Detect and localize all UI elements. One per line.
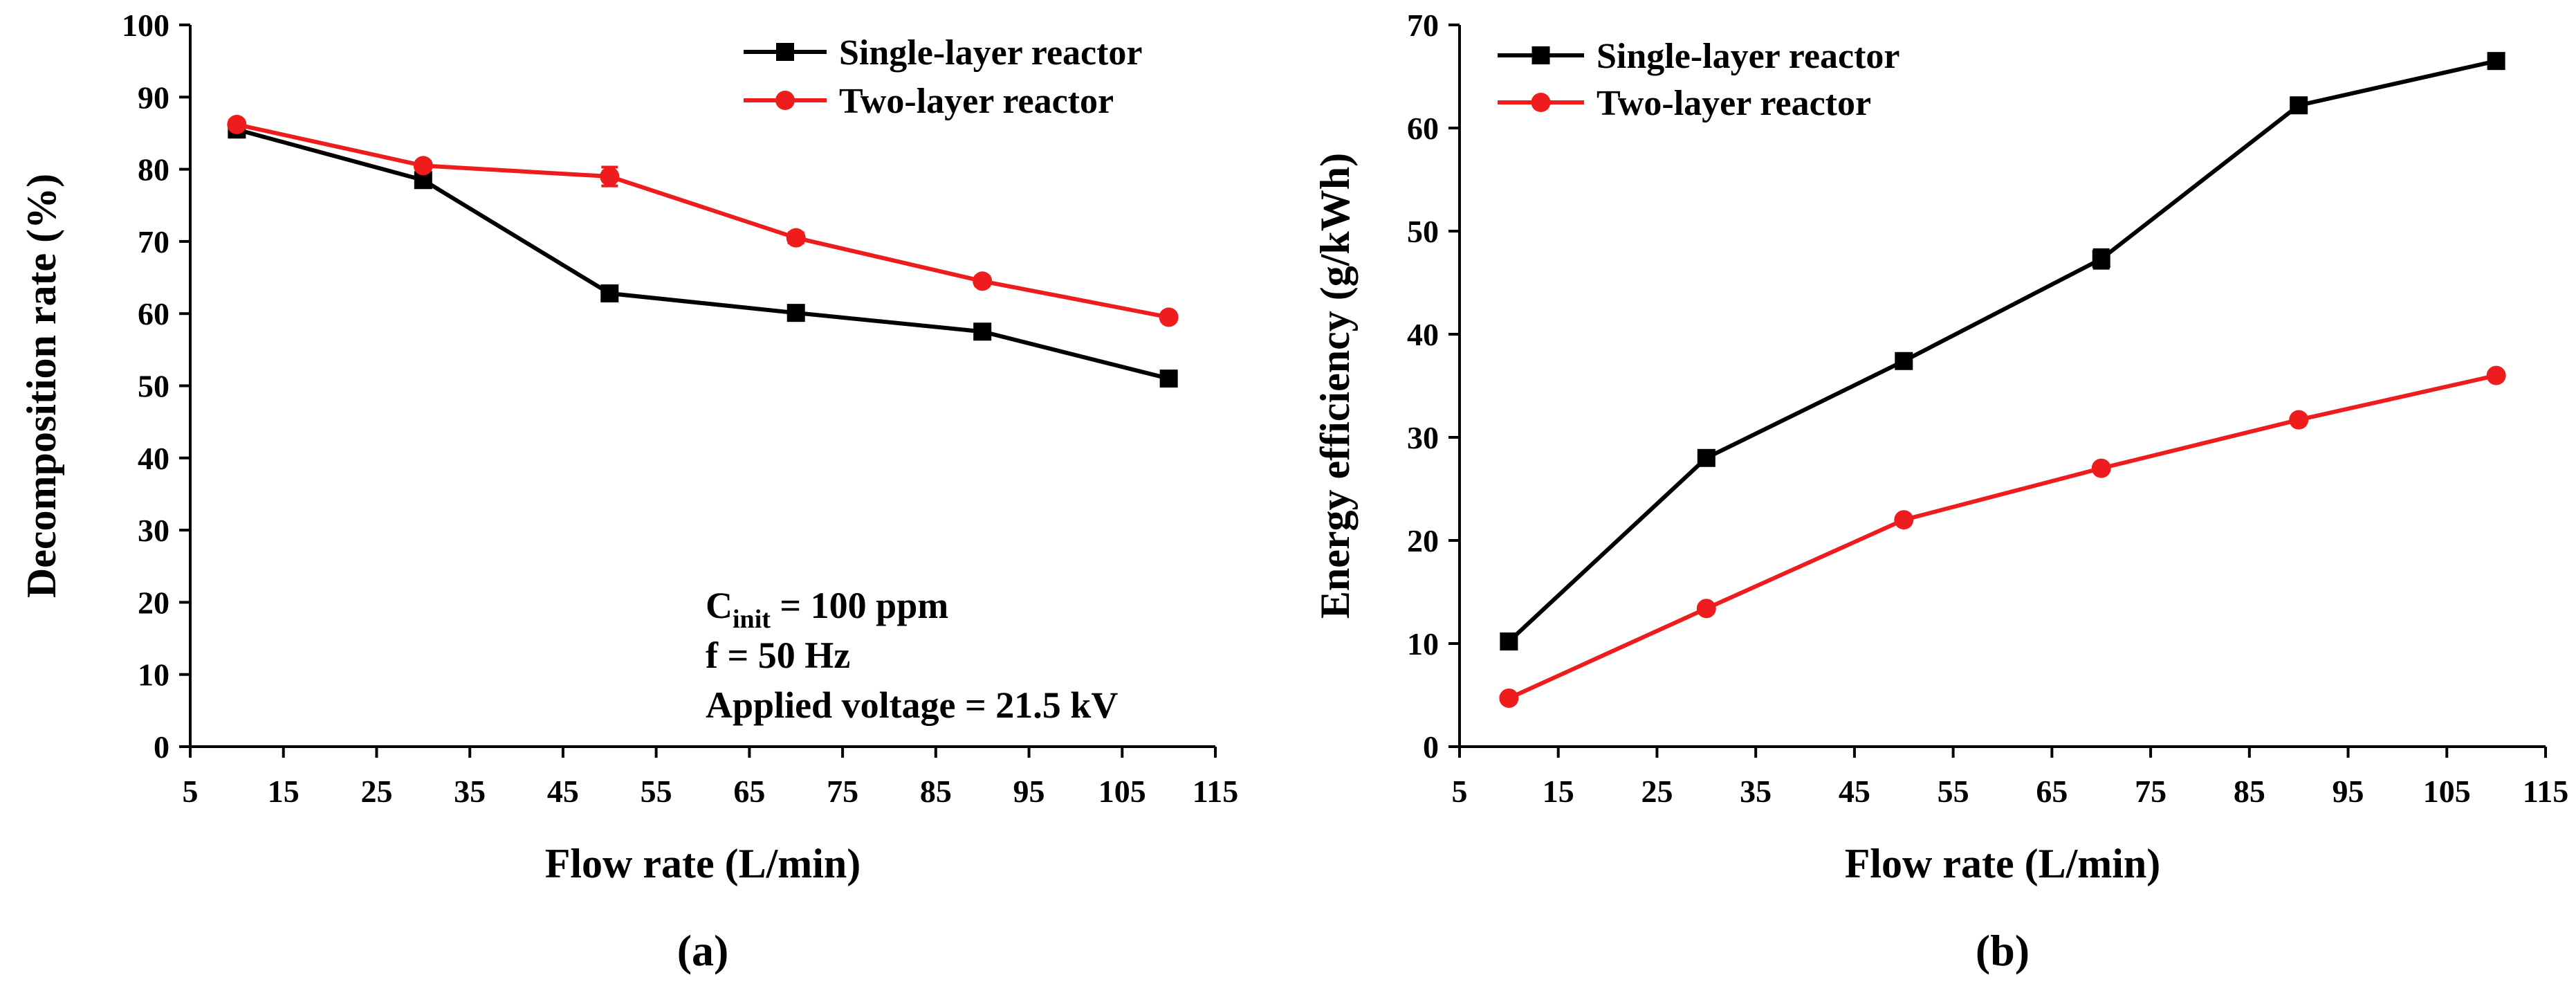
y-tick-label: 10 — [138, 657, 169, 693]
data-point-square — [2092, 250, 2110, 268]
y-tick-label: 10 — [1407, 626, 1439, 662]
x-tick-label: 65 — [733, 774, 765, 809]
x-tick-label: 95 — [2333, 774, 2364, 809]
series-line-single-layer — [1507, 59, 2497, 644]
x-tick-label: 85 — [2234, 774, 2265, 809]
y-tick-label: 70 — [138, 224, 169, 259]
y-axis-label: Energy efficiency (g/kWh) — [1312, 153, 1358, 619]
legend-label: Single-layer reactor — [839, 33, 1143, 73]
data-point-circle — [227, 114, 247, 134]
data-point-square — [2487, 52, 2505, 71]
data-point-circle — [1894, 510, 1914, 530]
series-line-single-layer — [236, 127, 1170, 381]
series-line-two-layer — [1508, 373, 2497, 700]
chart-panel-b: 0 10 20 30 40 50 60 70 5 15 25 35 45 55 65 75 85 95 105 115… — [1312, 8, 2568, 975]
panel-label: (b) — [1976, 926, 2030, 975]
data-point-circle — [1159, 307, 1179, 327]
data-point-square — [1159, 370, 1178, 388]
y-tick-label: 90 — [138, 80, 169, 115]
data-point-circle — [1696, 599, 1716, 619]
x-tick-label: 75 — [2135, 774, 2166, 809]
x-tick-label: 115 — [2523, 774, 2568, 809]
data-point-square — [1895, 352, 1913, 370]
data-point-circle — [2091, 458, 2111, 478]
y-tick-label: 20 — [138, 585, 169, 620]
x-tick-label: 5 — [1452, 774, 1468, 809]
x-tick-label: 105 — [2423, 774, 2471, 809]
x-tick-label: 15 — [1543, 774, 1574, 809]
y-tick-label: 50 — [138, 369, 169, 404]
x-tick-label: 5 — [183, 774, 199, 809]
y-tick-label: 0 — [1423, 729, 1439, 765]
data-point-circle — [2486, 365, 2506, 385]
y-tick-label: 70 — [1407, 8, 1439, 43]
panel-label: (a) — [677, 926, 729, 975]
legend-marker-circle — [1531, 93, 1551, 112]
y-tick-label: 30 — [1407, 420, 1439, 455]
legend-marker-circle — [775, 91, 795, 110]
data-point-circle — [1499, 688, 1519, 708]
data-point-square — [600, 284, 619, 302]
legend-marker-square — [1531, 46, 1550, 64]
legend-marker-square — [776, 43, 794, 61]
y-tick-label: 0 — [154, 729, 169, 765]
y-tick-label: 30 — [138, 513, 169, 548]
x-tick-label: 45 — [547, 774, 579, 809]
x-tick-label: 75 — [827, 774, 858, 809]
x-tick-label: 35 — [454, 774, 486, 809]
x-tick-label: 25 — [1641, 774, 1673, 809]
data-point-circle — [2289, 410, 2309, 430]
legend-label: Two-layer reactor — [1597, 84, 1871, 123]
data-point-circle — [786, 228, 806, 248]
data-point-circle — [600, 167, 620, 187]
data-point-circle — [973, 271, 993, 291]
chart-panel-a: 0 10 20 30 40 50 60 70 80 90 100 5 15 25 35 45 55 65 75 85 9… — [19, 8, 1238, 975]
data-point-square — [1500, 632, 1518, 651]
data-point-circle — [413, 156, 433, 176]
x-tick-label: 25 — [360, 774, 392, 809]
legend-label: Single-layer reactor — [1597, 37, 1900, 76]
y-tick-label: 50 — [1407, 214, 1439, 249]
data-point-square — [1697, 448, 1715, 467]
x-tick-label: 55 — [641, 774, 672, 809]
y-tick-label: 60 — [138, 296, 169, 331]
y-tick-label: 60 — [1407, 111, 1439, 146]
y-tick-label: 40 — [1407, 317, 1439, 352]
data-point-square — [2290, 96, 2308, 115]
annotation-voltage: Applied voltage = 21.5 kV — [706, 684, 1118, 726]
annotation-concentration: Cinit = 100 ppm — [706, 585, 948, 634]
x-tick-label: 55 — [1938, 774, 1969, 809]
x-tick-label: 105 — [1098, 774, 1146, 809]
x-tick-label: 65 — [2036, 774, 2068, 809]
y-tick-label: 100 — [122, 8, 169, 43]
y-axis-label: Decomposition rate (%) — [19, 174, 64, 598]
legend-label: Two-layer reactor — [839, 82, 1114, 121]
data-point-square — [786, 304, 805, 322]
series-line-two-layer — [236, 122, 1170, 320]
x-tick-label: 115 — [1193, 774, 1238, 809]
y-tick-label: 80 — [138, 152, 169, 188]
x-tick-label: 45 — [1839, 774, 1870, 809]
x-tick-label: 95 — [1013, 774, 1045, 809]
y-tick-label: 20 — [1407, 523, 1439, 558]
annotation-frequency: f = 50 Hz — [706, 635, 850, 676]
data-point-square — [973, 322, 992, 341]
x-tick-label: 85 — [920, 774, 952, 809]
x-axis-label: Flow rate (L/min) — [545, 841, 861, 886]
x-tick-label: 15 — [268, 774, 300, 809]
y-tick-label: 40 — [138, 441, 169, 476]
x-tick-label: 35 — [1740, 774, 1772, 809]
x-axis-label: Flow rate (L/min) — [1845, 841, 2161, 886]
